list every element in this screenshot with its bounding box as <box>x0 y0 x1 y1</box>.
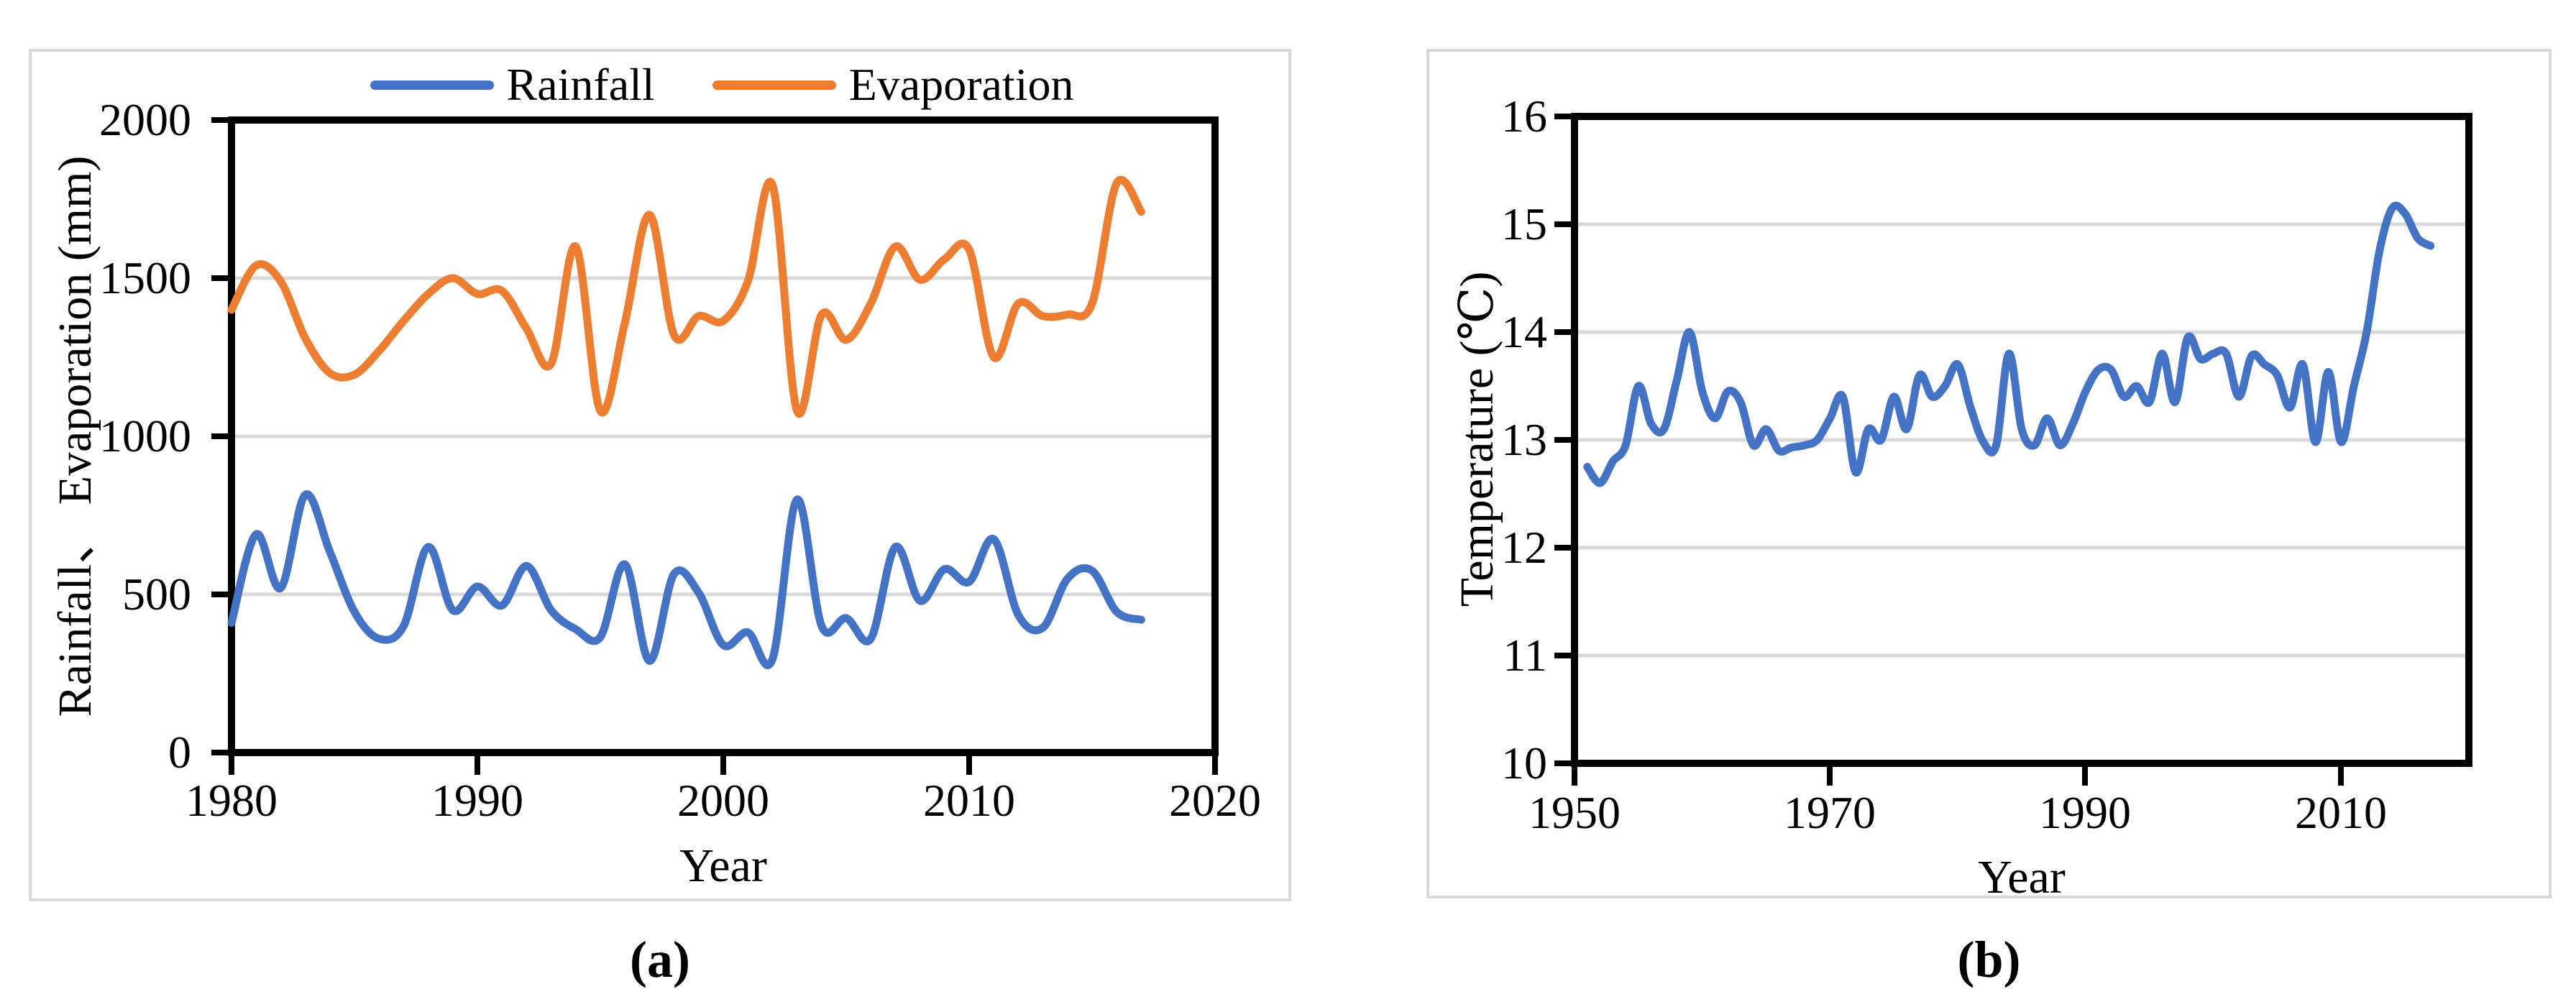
x-tick-label: 1990 <box>2039 787 2131 838</box>
panel-a-x-tick-labels: 1980 1990 2000 2010 2020 <box>185 775 1261 826</box>
panel-b-x-axis-title: Year <box>1978 851 2066 903</box>
rainfall-line <box>227 490 1145 669</box>
panel-b-y-ticks <box>1554 114 1575 766</box>
evaporation-line-swatch <box>712 80 836 90</box>
caption-a: (a) <box>630 931 690 988</box>
panel-a-y-axis-title: Rainfall、 Evaporation (mm) <box>49 155 101 717</box>
panel-a-plot: 2000 1500 1000 500 0 1980 1990 2000 2010… <box>99 94 1261 892</box>
panel-b-y-axis-title: Temperature (℃) <box>1451 271 1503 607</box>
legend-item-evaporation: Evaporation <box>712 59 1074 110</box>
x-tick-label: 2000 <box>677 775 769 826</box>
panel-b-y-tick-labels: 16 15 14 13 12 11 10 <box>1501 91 1547 788</box>
caption-b: (b) <box>1957 931 2021 988</box>
legend-label-evaporation: Evaporation <box>848 59 1074 110</box>
panel-a-x-ticks <box>229 753 1218 775</box>
panel-a: Rainfall Evaporation <box>29 49 1291 901</box>
panel-a-x-axis-title: Year <box>679 840 767 892</box>
y-tick-label: 1000 <box>99 410 191 461</box>
panel-a-y-ticks <box>211 117 232 755</box>
legend: Rainfall Evaporation <box>93 62 1350 108</box>
y-tick-label: 500 <box>122 569 191 620</box>
x-tick-label: 2010 <box>2295 787 2387 838</box>
y-tick-label: 0 <box>168 727 191 778</box>
legend-label-rainfall: Rainfall <box>506 59 655 110</box>
temperature-line <box>1583 201 2435 487</box>
y-tick-label: 14 <box>1501 306 1547 357</box>
x-tick-label: 2020 <box>1169 775 1261 826</box>
y-tick-label: 2000 <box>99 94 191 145</box>
panel-b: 16 15 14 13 12 11 10 1950 1970 1990 2010… <box>1426 49 2552 903</box>
x-tick-label: 1980 <box>185 775 278 826</box>
y-tick-label: 1500 <box>99 252 191 303</box>
evaporation-line <box>227 175 1145 418</box>
x-tick-label: 1970 <box>1784 787 1876 838</box>
panel-a-gridlines <box>232 276 1215 597</box>
panel-b-x-ticks <box>1572 763 2344 786</box>
y-tick-label: 10 <box>1501 737 1547 788</box>
panel-b-plot: 16 15 14 13 12 11 10 1950 1970 1990 2010… <box>1501 91 2472 903</box>
y-tick-label: 12 <box>1501 522 1547 573</box>
panel-a-y-tick-labels: 2000 1500 1000 500 0 <box>99 94 191 778</box>
x-tick-label: 2010 <box>923 775 1015 826</box>
y-tick-label: 15 <box>1501 198 1547 249</box>
y-tick-label: 11 <box>1503 630 1547 681</box>
x-tick-label: 1990 <box>431 775 523 826</box>
x-tick-label: 1950 <box>1528 787 1621 838</box>
rainfall-line-swatch <box>370 80 494 90</box>
y-tick-label: 13 <box>1501 414 1547 465</box>
legend-item-rainfall: Rainfall <box>370 62 655 108</box>
panel-b-x-tick-labels: 1950 1970 1990 2010 <box>1528 787 2387 838</box>
y-tick-label: 16 <box>1501 91 1547 142</box>
